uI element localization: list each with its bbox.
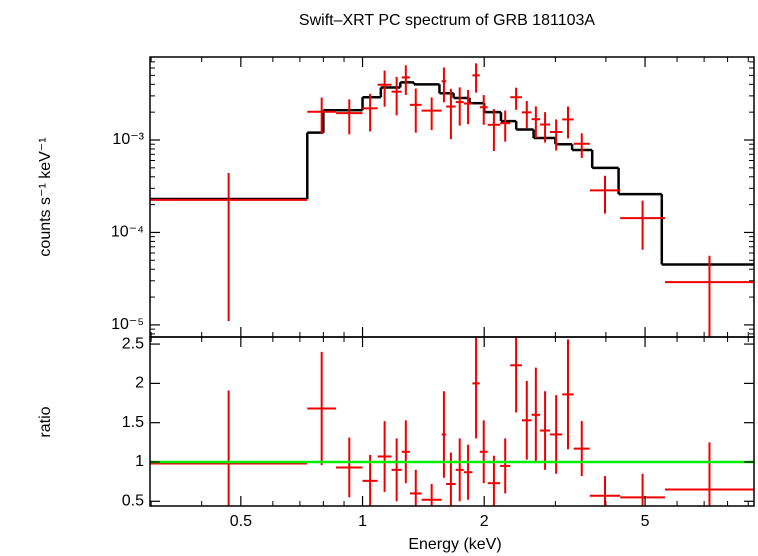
chart-title: Swift–XRT PC spectrum of GRB 181103A	[299, 12, 595, 29]
x-axis-label: Energy (keV)	[408, 536, 501, 553]
axes: 10⁻⁵ 10⁻⁴ 10⁻³ 0.5 1 2 5 0.5 1 1.5 2 2.5	[111, 56, 755, 530]
x-tick-label: 0.5	[230, 513, 252, 530]
y-tick-label: 0.5	[122, 493, 144, 510]
y-tick-label: 2	[135, 375, 144, 392]
y-tick-label: 10⁻⁵	[111, 316, 144, 333]
ratio-plot	[150, 337, 754, 506]
x-tick-label: 1	[358, 513, 367, 530]
y-axis-label: counts s⁻¹ keV⁻¹	[37, 137, 54, 256]
y-tick-label: 10⁻³	[112, 131, 144, 148]
x-tick-label: 2	[480, 513, 489, 530]
y-tick-label: 1.5	[122, 414, 144, 431]
spectrum-plot	[150, 63, 754, 337]
y-tick-label: 1	[135, 453, 144, 470]
y-axis-label: ratio	[37, 406, 54, 437]
y-tick-label: 2.5	[122, 335, 144, 352]
y-tick-label: 10⁻⁴	[111, 224, 144, 241]
x-tick-label: 5	[641, 513, 650, 530]
plot-frame	[149, 336, 755, 507]
